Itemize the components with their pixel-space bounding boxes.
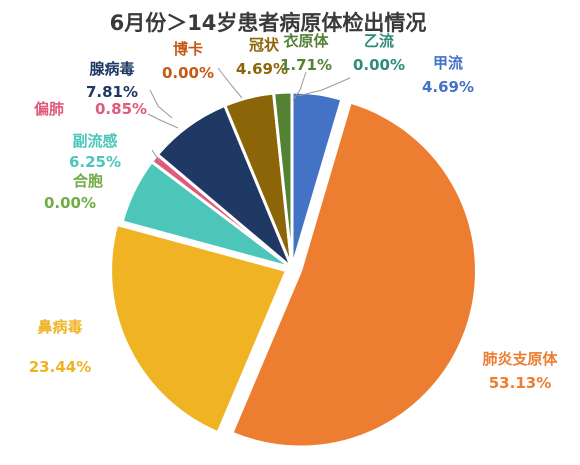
- slice-value-label: 0.00%: [162, 64, 214, 82]
- leader-line: [292, 71, 307, 101]
- slice-name-label: 偏肺: [34, 100, 64, 118]
- chart-title: 6月份＞14岁患者病原体检出情况: [110, 11, 427, 35]
- slice-value-label: 6.25%: [69, 153, 121, 171]
- leader-line: [151, 149, 161, 163]
- leader-line: [149, 89, 173, 119]
- slice-name-label: 鼻病毒: [37, 318, 82, 336]
- slice-name-label: 副流感: [72, 132, 117, 150]
- leader-line: [147, 113, 179, 129]
- slice-value-label: 1.71%: [280, 56, 332, 74]
- leader-lines: [147, 67, 351, 163]
- slice-name-label: 合胞: [72, 172, 103, 190]
- pie-slice: [109, 222, 289, 435]
- slice-value-label: 53.13%: [489, 374, 551, 392]
- slice-value-label: 4.69%: [422, 78, 474, 96]
- slice-value-label: 23.44%: [29, 358, 91, 376]
- slice-name-label: 甲流: [433, 54, 463, 72]
- leader-line: [297, 77, 351, 97]
- pie-slice: [271, 90, 294, 269]
- slice-name-label: 乙流: [364, 32, 394, 50]
- leader-line: [217, 67, 243, 99]
- slice-name-label: 博卡: [173, 40, 203, 58]
- slice-name-label: 肺炎支原体: [482, 350, 558, 368]
- slice-name-label: 腺病毒: [89, 60, 134, 78]
- slice-name-label: 衣原体: [283, 32, 329, 50]
- slice-value-label: 0.85%: [95, 100, 147, 118]
- slice-value-label: 7.81%: [86, 83, 138, 101]
- pie-slices: [109, 90, 478, 449]
- slice-labels: 甲流 4.69% 肺炎支原体 53.13% 鼻病毒 23.44% 合胞 0.00% 副流感 6.2…: [29, 32, 559, 392]
- slice-value-label: 0.00%: [44, 194, 96, 212]
- slice-name-label: 冠状: [249, 36, 280, 54]
- slice-value-label: 4.69%: [236, 60, 288, 78]
- slice-value-label: 0.00%: [353, 56, 405, 74]
- pie-slice: [229, 100, 478, 449]
